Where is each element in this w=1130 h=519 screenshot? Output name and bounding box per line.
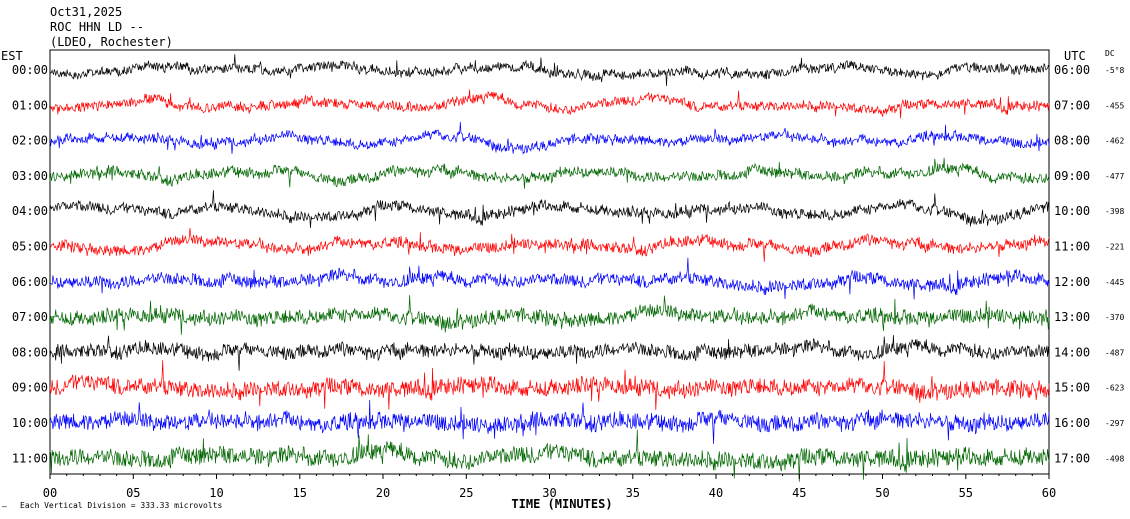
- x-tick-label: 20: [376, 486, 390, 500]
- x-tick-label: 30: [542, 486, 556, 500]
- x-tick-label: 35: [626, 486, 640, 500]
- scale-note: Each Vertical Division = 333.33 microvol…: [20, 501, 222, 510]
- trace-layer: [49, 54, 1050, 482]
- est-row-label: 03:00: [12, 169, 48, 183]
- utc-row-label: 10:00: [1054, 204, 1090, 218]
- x-tick-label: 10: [209, 486, 223, 500]
- x-tick-label: 50: [875, 486, 889, 500]
- utc-row-label: 16:00: [1054, 416, 1090, 430]
- trace-line: [49, 429, 1050, 482]
- est-row-label: 01:00: [12, 98, 48, 112]
- trace-line: [49, 157, 1050, 189]
- est-row-label: 05:00: [12, 240, 48, 254]
- utc-row-label: 13:00: [1054, 310, 1090, 324]
- dc-offset-label: -5°8: [1105, 66, 1124, 75]
- utc-row-label: 12:00: [1054, 275, 1090, 289]
- dc-offset-label: -498: [1105, 454, 1124, 463]
- dc-axis-label: DC: [1105, 49, 1115, 58]
- dc-offset-label: -477: [1105, 172, 1124, 181]
- est-row-label: 10:00: [12, 416, 48, 430]
- x-tick-label: 15: [293, 486, 307, 500]
- dc-offset-label: -221: [1105, 243, 1124, 252]
- trace-line: [49, 295, 1050, 335]
- trace-line: [49, 89, 1050, 119]
- chart-header: Oct31,2025 ROC HHN LD -- (LDEO, Rocheste…: [50, 5, 173, 49]
- plot-frame: [49, 49, 1050, 475]
- trace-line: [49, 228, 1050, 262]
- trace-line: [49, 335, 1050, 371]
- utc-row-label: 14:00: [1054, 345, 1090, 359]
- dc-offset-label: -487: [1105, 348, 1124, 357]
- trace-line: [49, 399, 1050, 444]
- station-label: ROC HHN LD --: [50, 20, 144, 34]
- dc-offset-label: -462: [1105, 137, 1124, 146]
- est-row-label: 06:00: [12, 275, 48, 289]
- trace-line: [49, 257, 1050, 300]
- est-axis-label: EST: [1, 49, 23, 63]
- trace-line: [49, 121, 1050, 155]
- scale-marker: —: [2, 502, 7, 511]
- x-tick-label: 05: [126, 486, 140, 500]
- est-row-label: 04:00: [12, 204, 48, 218]
- utc-row-label: 08:00: [1054, 134, 1090, 148]
- utc-row-label: 15:00: [1054, 381, 1090, 395]
- x-tick-label: 40: [709, 486, 723, 500]
- utc-row-label: 09:00: [1054, 169, 1090, 183]
- x-axis: 00 05 10 15 20 25 30 35 40 45 50 55 60: [43, 474, 1056, 500]
- trace-line: [49, 190, 1050, 229]
- trace-line: [49, 360, 1050, 411]
- x-tick-label: 60: [1042, 486, 1056, 500]
- x-axis-title: TIME (MINUTES): [511, 497, 612, 511]
- trace-line: [49, 54, 1050, 87]
- date-label: Oct31,2025: [50, 5, 122, 19]
- row-label-layer: 00:00 06:00 -5°8 01:00 07:00 -455 02:00 08:00 -4…: [12, 63, 1125, 465]
- x-tick-label: 25: [459, 486, 473, 500]
- dc-offset-label: -445: [1105, 278, 1124, 287]
- est-row-label: 09:00: [12, 381, 48, 395]
- utc-axis-label: UTC: [1064, 49, 1086, 63]
- dc-offset-label: -623: [1105, 384, 1124, 393]
- est-row-label: 02:00: [12, 134, 48, 148]
- network-label: (LDEO, Rochester): [50, 35, 173, 49]
- dc-offset-label: -398: [1105, 207, 1124, 216]
- dc-offset-label: -370: [1105, 313, 1124, 322]
- x-tick-label: 45: [792, 486, 806, 500]
- utc-row-label: 17:00: [1054, 451, 1090, 465]
- est-row-label: 11:00: [12, 451, 48, 465]
- est-row-label: 00:00: [12, 63, 48, 77]
- est-row-label: 07:00: [12, 310, 48, 324]
- dc-offset-label: -455: [1105, 101, 1124, 110]
- x-tick-label: 55: [959, 486, 973, 500]
- x-tick-label: 00: [43, 486, 57, 500]
- utc-row-label: 07:00: [1054, 98, 1090, 112]
- utc-row-label: 11:00: [1054, 240, 1090, 254]
- dc-offset-label: -297: [1105, 419, 1124, 428]
- est-row-label: 08:00: [12, 345, 48, 359]
- utc-row-label: 06:00: [1054, 63, 1090, 77]
